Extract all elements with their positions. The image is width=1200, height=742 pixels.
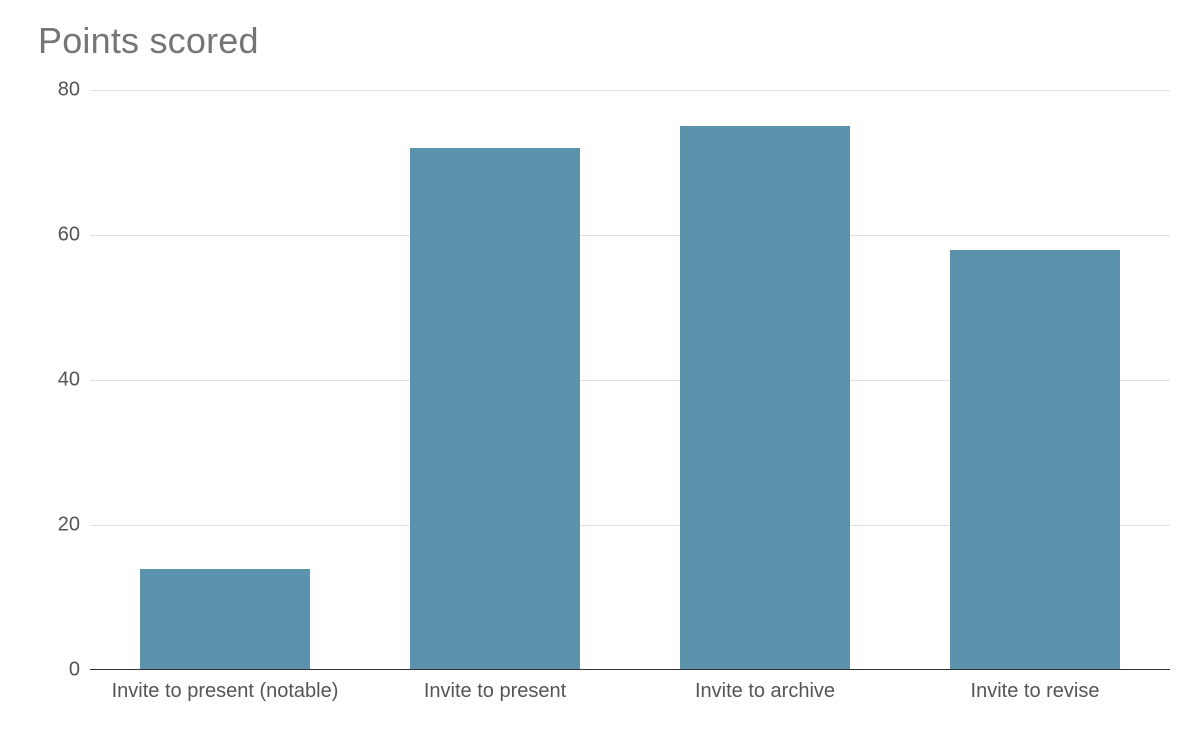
y-tick-label: 0	[30, 659, 80, 682]
bar	[680, 126, 850, 670]
bar	[410, 148, 580, 670]
y-tick-label: 80	[30, 79, 80, 102]
bars-layer	[90, 90, 1170, 670]
y-tick-label: 40	[30, 369, 80, 392]
bar	[950, 250, 1120, 671]
x-tick-label: Invite to revise	[971, 680, 1100, 703]
chart-container: Points scored 0 20 40 60 80 Invite to present…	[0, 0, 1200, 742]
bar	[140, 569, 310, 671]
chart-title: Points scored	[38, 20, 259, 62]
x-tick-label: Invite to present (notable)	[112, 680, 339, 703]
x-tick-label: Invite to present	[424, 680, 566, 703]
x-tick-label: Invite to archive	[695, 680, 835, 703]
y-tick-label: 20	[30, 514, 80, 537]
x-axis-baseline	[90, 669, 1170, 670]
y-tick-label: 60	[30, 224, 80, 247]
plot-area	[90, 90, 1170, 670]
